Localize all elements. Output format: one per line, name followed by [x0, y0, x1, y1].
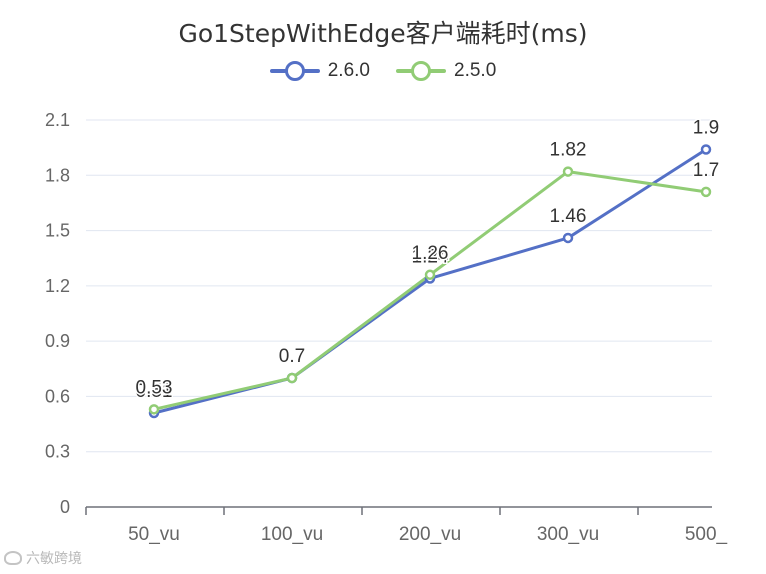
data-label: 1.46: [550, 206, 587, 227]
y-tick-label: 0.9: [45, 331, 70, 351]
data-point[interactable]: [700, 186, 712, 198]
series-lines: [148, 144, 712, 419]
watermark-logo-icon: [4, 551, 22, 565]
y-tick-label: 1.2: [45, 276, 70, 296]
data-label: 1.24: [412, 246, 449, 267]
legend-item-2-5-0[interactable]: 2.5.0: [396, 60, 496, 82]
legend-label-2-6-0: 2.6.0: [327, 60, 370, 81]
data-point[interactable]: [148, 404, 160, 415]
data-label: 0.7: [279, 346, 305, 367]
x-tick-label: 50_vu: [128, 524, 180, 545]
data-label: 1.26: [412, 243, 449, 264]
data-label: 0.53: [136, 377, 173, 398]
data-point[interactable]: [286, 372, 298, 384]
chart-title: Go1StepWithEdge客户端耗时(ms): [178, 19, 588, 48]
data-label: 1.9: [693, 117, 719, 138]
data-label: 0.51: [136, 381, 173, 402]
axes: 0 0.3 0.6 0.9 1.2 1.5 1.8 2.1 50_vu 100_vu 200_vu 3…: [45, 110, 728, 545]
legend-swatch-2-5-0: [396, 61, 446, 81]
y-tick-label: 0.3: [45, 442, 70, 462]
data-point[interactable]: [562, 166, 574, 177]
y-tick-label: 0: [60, 497, 70, 517]
grid-lines: [86, 119, 712, 453]
y-tick-label: 1.8: [45, 165, 70, 185]
x-tick-label: 100_vu: [261, 524, 323, 545]
watermark-text: 六敏跨境: [26, 550, 82, 566]
data-labels: 0.510.71.241.461.90.530.71.261.821.7: [134, 116, 721, 404]
watermark: 六敏跨境: [4, 548, 82, 568]
x-tick-label: 500_: [685, 524, 728, 545]
y-tick-label: 1.5: [45, 221, 70, 241]
x-tick-label: 300_vu: [537, 524, 599, 545]
y-tick-label: 0.6: [45, 386, 70, 406]
data-point[interactable]: [424, 269, 436, 281]
legend: 2.6.0 2.5.0: [0, 60, 766, 82]
legend-swatch-2-6-0: [269, 61, 320, 81]
legend-label-2-5-0: 2.5.0: [454, 60, 497, 81]
data-point[interactable]: [700, 144, 712, 155]
data-label: 0.7: [279, 346, 305, 367]
data-label: 1.82: [550, 140, 587, 161]
data-label: 1.7: [693, 160, 719, 181]
series-line-2.5.0: [153, 170, 707, 411]
data-point[interactable]: [562, 232, 574, 244]
legend-item-2-6-0[interactable]: 2.6.0: [269, 60, 370, 82]
x-tick-label: 200_vu: [399, 524, 461, 545]
y-tick-label: 2.1: [45, 110, 70, 130]
